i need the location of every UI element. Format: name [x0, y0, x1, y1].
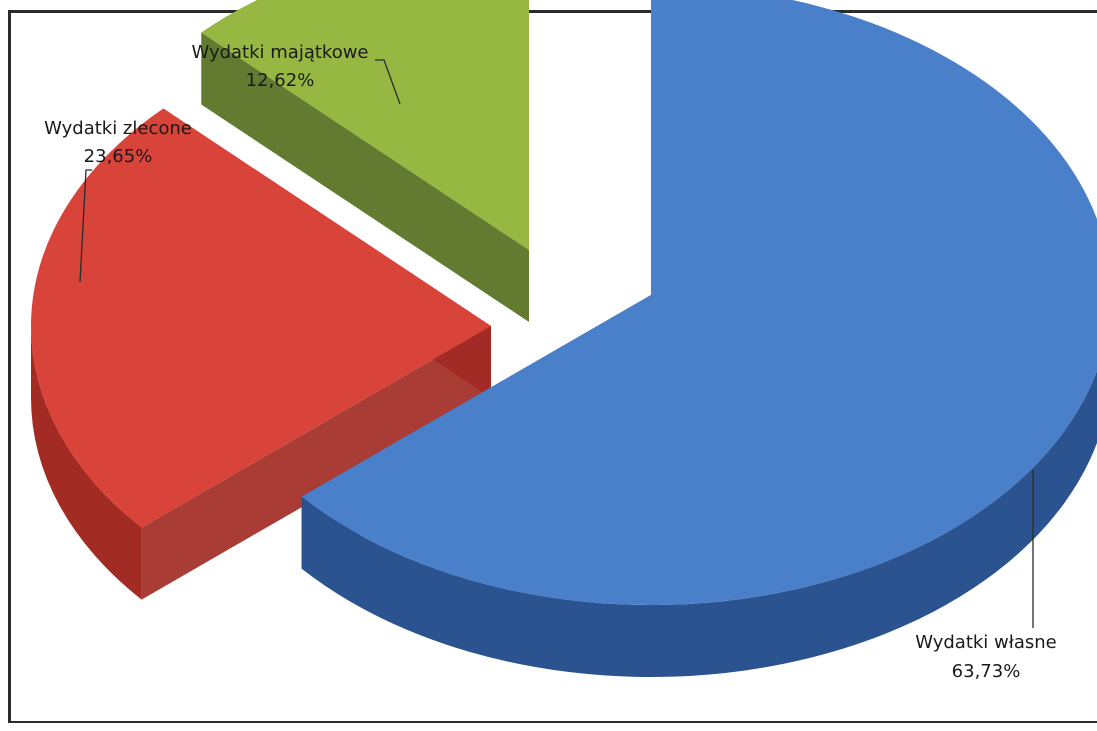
slice-side-wlasne — [301, 370, 1097, 677]
pie-slices — [31, 0, 1097, 677]
leader-line-majatkowe — [375, 59, 401, 105]
slice-label-zlecone-value: 23,65% — [84, 146, 153, 167]
leader-line-zlecone — [79, 169, 92, 283]
slice-label-majatkowe-name: Wydatki majątkowe — [191, 42, 368, 63]
slice-top-majatkowe — [201, 0, 529, 250]
slice-top-zlecone — [31, 108, 491, 528]
slice-wall-majatkowe-0 — [201, 32, 530, 322]
slice-wall-zlecone-0 — [141, 326, 492, 600]
slice-label-wlasne-value: 63,73% — [952, 661, 1021, 682]
slice-label-majatkowe-value: 12,62% — [246, 70, 315, 91]
slice-top-wlasne — [301, 0, 1097, 605]
slice-label-zlecone-name: Wydatki zlecone — [44, 118, 192, 139]
slice-side-zlecone — [31, 326, 142, 600]
slice-label-wlasne-name: Wydatki własne — [915, 632, 1057, 653]
